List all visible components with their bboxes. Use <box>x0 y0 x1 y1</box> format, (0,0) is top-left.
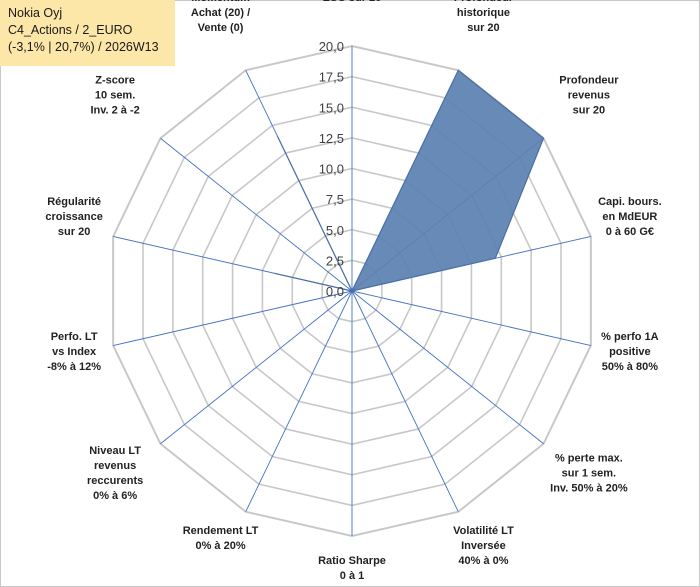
axis-label: Niveau LT revenus reccurents 0% à 6% <box>87 445 143 502</box>
axis-label-line: 40% à 0% <box>458 555 508 567</box>
axis-label-line: sur 1 sem. <box>562 467 616 479</box>
title-stats: (-3,1% | 20,7%) / 2026W13 <box>8 40 159 54</box>
axis-label-line: % perte max. <box>555 452 623 464</box>
tick-label: 12,5 <box>319 131 344 146</box>
axis-label-line: reccurents <box>87 475 143 487</box>
axis-label-line: positive <box>609 346 651 358</box>
axis-label-line: 0% à 20% <box>195 540 245 552</box>
axis-label-line: croissance <box>45 211 102 223</box>
axis-label-line: sur 20 <box>573 105 605 117</box>
chart-title-box: Nokia Oyj C4_Actions / 2_EURO (-3,1% | 2… <box>0 0 175 66</box>
axis-label-line: Inv. 50% à 20% <box>550 482 628 494</box>
axis-label-line: 10 sem. <box>95 90 135 102</box>
axis-label-line: revenus <box>568 90 610 102</box>
axis-label-line: Profondeur <box>559 75 619 87</box>
axis-label-line: Rendement LT <box>183 525 259 537</box>
tick-label: 20,0 <box>319 39 344 54</box>
axis-label-line: revenus <box>94 460 136 472</box>
axis-spoke <box>351 290 591 346</box>
axis-label-line: historique <box>457 7 510 19</box>
axis-label: Capi. bours. en MdEUR 0 à 60 G€ <box>598 196 662 238</box>
axis-label-line: vs Index <box>52 346 97 358</box>
axis-spoke <box>351 290 544 445</box>
axis-label-line: 0% à 6% <box>93 490 137 502</box>
axis-label: Perfo. LT vs Index -8% à 12% <box>47 331 101 373</box>
axis-label: Profondeur revenus sur 20 <box>559 75 619 117</box>
axis-label: % perte max. sur 1 sem. Inv. 50% à 20% <box>550 452 628 494</box>
radar-axis-labels: NoteESG sur 20 Profondeur historique sur 20… <box>45 0 661 582</box>
tick-label: 10,0 <box>319 162 344 177</box>
tick-label: 17,5 <box>319 70 344 85</box>
axis-spoke <box>245 290 353 512</box>
axis-label: Ratio Sharpe 0 à 1 <box>318 555 386 582</box>
axis-label-line: ESG sur 20 <box>323 0 382 4</box>
axis-spoke <box>351 290 459 512</box>
title-category: C4_Actions / 2_EURO <box>8 23 133 37</box>
axis-label-line: Capi. bours. <box>598 196 662 208</box>
axis-label-line: Z-score <box>95 75 135 87</box>
axis-label-line: sur 20 <box>58 226 90 238</box>
axis-label-line: Volatilité LT <box>453 525 514 537</box>
axis-label-line: -8% à 12% <box>47 361 101 373</box>
axis-label-line: Achat (20) / <box>191 7 250 19</box>
axis-label-line: 0 à 1 <box>340 570 364 582</box>
radar-tick-labels: 0,0 2,5 5,0 7,5 10,0 12,5 15,0 17,5 20,0 <box>319 39 344 299</box>
axis-label-line: 50% à 80% <box>602 361 658 373</box>
axis-label-line: Momentum <box>191 0 250 4</box>
axis-label-line: Perfo. LT <box>51 331 98 343</box>
axis-label: Rendement LT 0% à 20% <box>183 525 259 552</box>
axis-label-line: Niveau LT <box>89 445 141 457</box>
axis-label-line: sur 20 <box>467 22 499 34</box>
title-company: Nokia Oyj <box>8 6 63 20</box>
axis-label: Régularité croissance sur 20 <box>45 196 102 238</box>
axis-spoke <box>160 137 353 292</box>
axis-label-line: en MdEUR <box>602 211 657 223</box>
tick-label: 2,5 <box>326 253 344 268</box>
tick-label: 5,0 <box>326 223 344 238</box>
axis-spoke <box>160 290 353 445</box>
series-area <box>274 69 545 293</box>
axis-label-line: Régularité <box>47 196 101 208</box>
axis-label: Volatilité LT Inversée 40% à 0% <box>453 525 514 567</box>
axis-label: % perfo 1A positive 50% à 80% <box>601 331 659 373</box>
radar-series <box>274 69 545 293</box>
axis-label: Profondeur historique sur 20 <box>454 0 514 34</box>
axis-label: Z-score 10 sem. Inv. 2 à -2 <box>90 75 139 117</box>
axis-label-line: % perfo 1A <box>601 331 659 343</box>
tick-label: 0,0 <box>326 284 344 299</box>
axis-label-line: Profondeur <box>454 0 514 4</box>
axis-label-line: Vente (0) <box>198 22 244 34</box>
axis-label-line: Inv. 2 à -2 <box>90 105 139 117</box>
axis-label-line: Ratio Sharpe <box>318 555 386 567</box>
axis-label: Momentum Achat (20) / Vente (0) <box>191 0 250 34</box>
axis-label: NoteESG sur 20 <box>323 0 382 4</box>
axis-label-line: Inversée <box>461 540 506 552</box>
tick-label: 15,0 <box>319 100 344 115</box>
axis-label-line: 0 à 60 G€ <box>606 226 654 238</box>
tick-label: 7,5 <box>326 192 344 207</box>
axis-spoke <box>113 290 353 346</box>
